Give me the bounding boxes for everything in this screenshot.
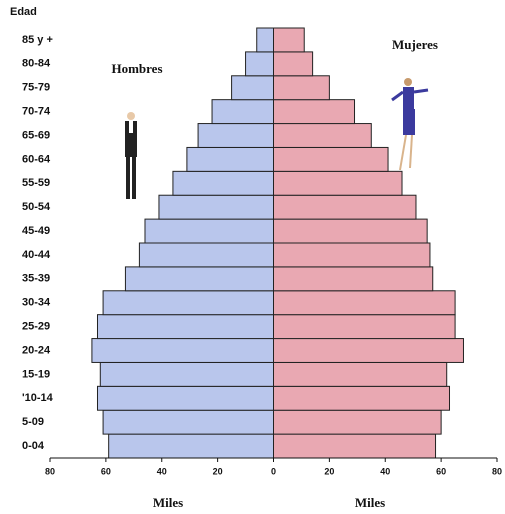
- bar: [212, 100, 273, 124]
- bar: [103, 410, 273, 434]
- y-tick-label: 60-64: [22, 153, 51, 165]
- x-tick-label: 20: [213, 466, 223, 476]
- y-tick-label: 30-34: [22, 297, 51, 309]
- y-tick-label: 45-49: [22, 225, 50, 237]
- bar: [274, 219, 428, 243]
- bar: [274, 171, 403, 195]
- bar: [274, 386, 450, 410]
- chart: Edad Hombres Mujeres 0-04 5-09 '10-14 15-19 20…: [0, 0, 505, 514]
- bar: [173, 171, 274, 195]
- x-tick-label: 40: [157, 466, 167, 476]
- y-tick-label: 65-69: [22, 129, 50, 141]
- bar: [232, 76, 274, 100]
- bar: [246, 52, 274, 76]
- bar: [274, 434, 436, 458]
- bar: [125, 267, 273, 291]
- bar: [187, 147, 274, 171]
- y-tick-label: 55-59: [22, 177, 50, 189]
- x-tick-label: 40: [380, 466, 390, 476]
- x-tick-label: 80: [492, 466, 502, 476]
- bar: [274, 291, 456, 315]
- bar: [274, 76, 330, 100]
- legend-label: Hombres: [111, 61, 162, 76]
- bar: [145, 219, 274, 243]
- bar: [274, 315, 456, 339]
- bar: [274, 28, 305, 52]
- bar: [274, 243, 430, 267]
- bar: [257, 28, 274, 52]
- bar: [109, 434, 274, 458]
- y-tick-label: 20-24: [22, 344, 51, 356]
- x-tick-label: 20: [324, 466, 334, 476]
- y-tick-label: 70-74: [22, 106, 51, 118]
- y-tick-label: 85 y +: [22, 34, 53, 46]
- y-axis-title: Edad: [10, 6, 37, 18]
- y-tick-label: 5-09: [22, 416, 44, 428]
- y-tick-label: 25-29: [22, 321, 50, 333]
- y-tick-label: 50-54: [22, 201, 51, 213]
- x-tick-label: 60: [436, 466, 446, 476]
- x-axis-label: Miles: [355, 495, 385, 510]
- bar: [97, 386, 273, 410]
- bar: [92, 339, 274, 363]
- legend-label: Mujeres: [392, 37, 438, 52]
- bar: [198, 124, 273, 148]
- bar: [274, 267, 433, 291]
- y-tick-label: 0-04: [22, 440, 45, 452]
- woman-icon: [392, 78, 428, 170]
- bar: [274, 410, 442, 434]
- y-tick-label: 35-39: [22, 273, 50, 285]
- bar: [139, 243, 273, 267]
- bar: [274, 362, 447, 386]
- y-tick-label: '10-14: [22, 392, 54, 404]
- x-tick-label: 80: [45, 466, 55, 476]
- x-axis-label: Miles: [153, 495, 183, 510]
- bar: [274, 195, 416, 219]
- bar: [103, 291, 273, 315]
- y-tick-label: 80-84: [22, 58, 51, 70]
- bar: [97, 315, 273, 339]
- bar: [274, 147, 389, 171]
- bar: [274, 124, 372, 148]
- y-tick-label: 15-19: [22, 368, 50, 380]
- bar: [100, 362, 273, 386]
- bar: [159, 195, 274, 219]
- bar: [274, 52, 313, 76]
- bar: [274, 100, 355, 124]
- y-tick-label: 75-79: [22, 82, 50, 94]
- x-tick-label: 60: [101, 466, 111, 476]
- man-icon: [125, 112, 137, 199]
- y-tick-label: 40-44: [22, 249, 51, 261]
- x-tick-label: 0: [271, 466, 276, 476]
- bar: [274, 339, 464, 363]
